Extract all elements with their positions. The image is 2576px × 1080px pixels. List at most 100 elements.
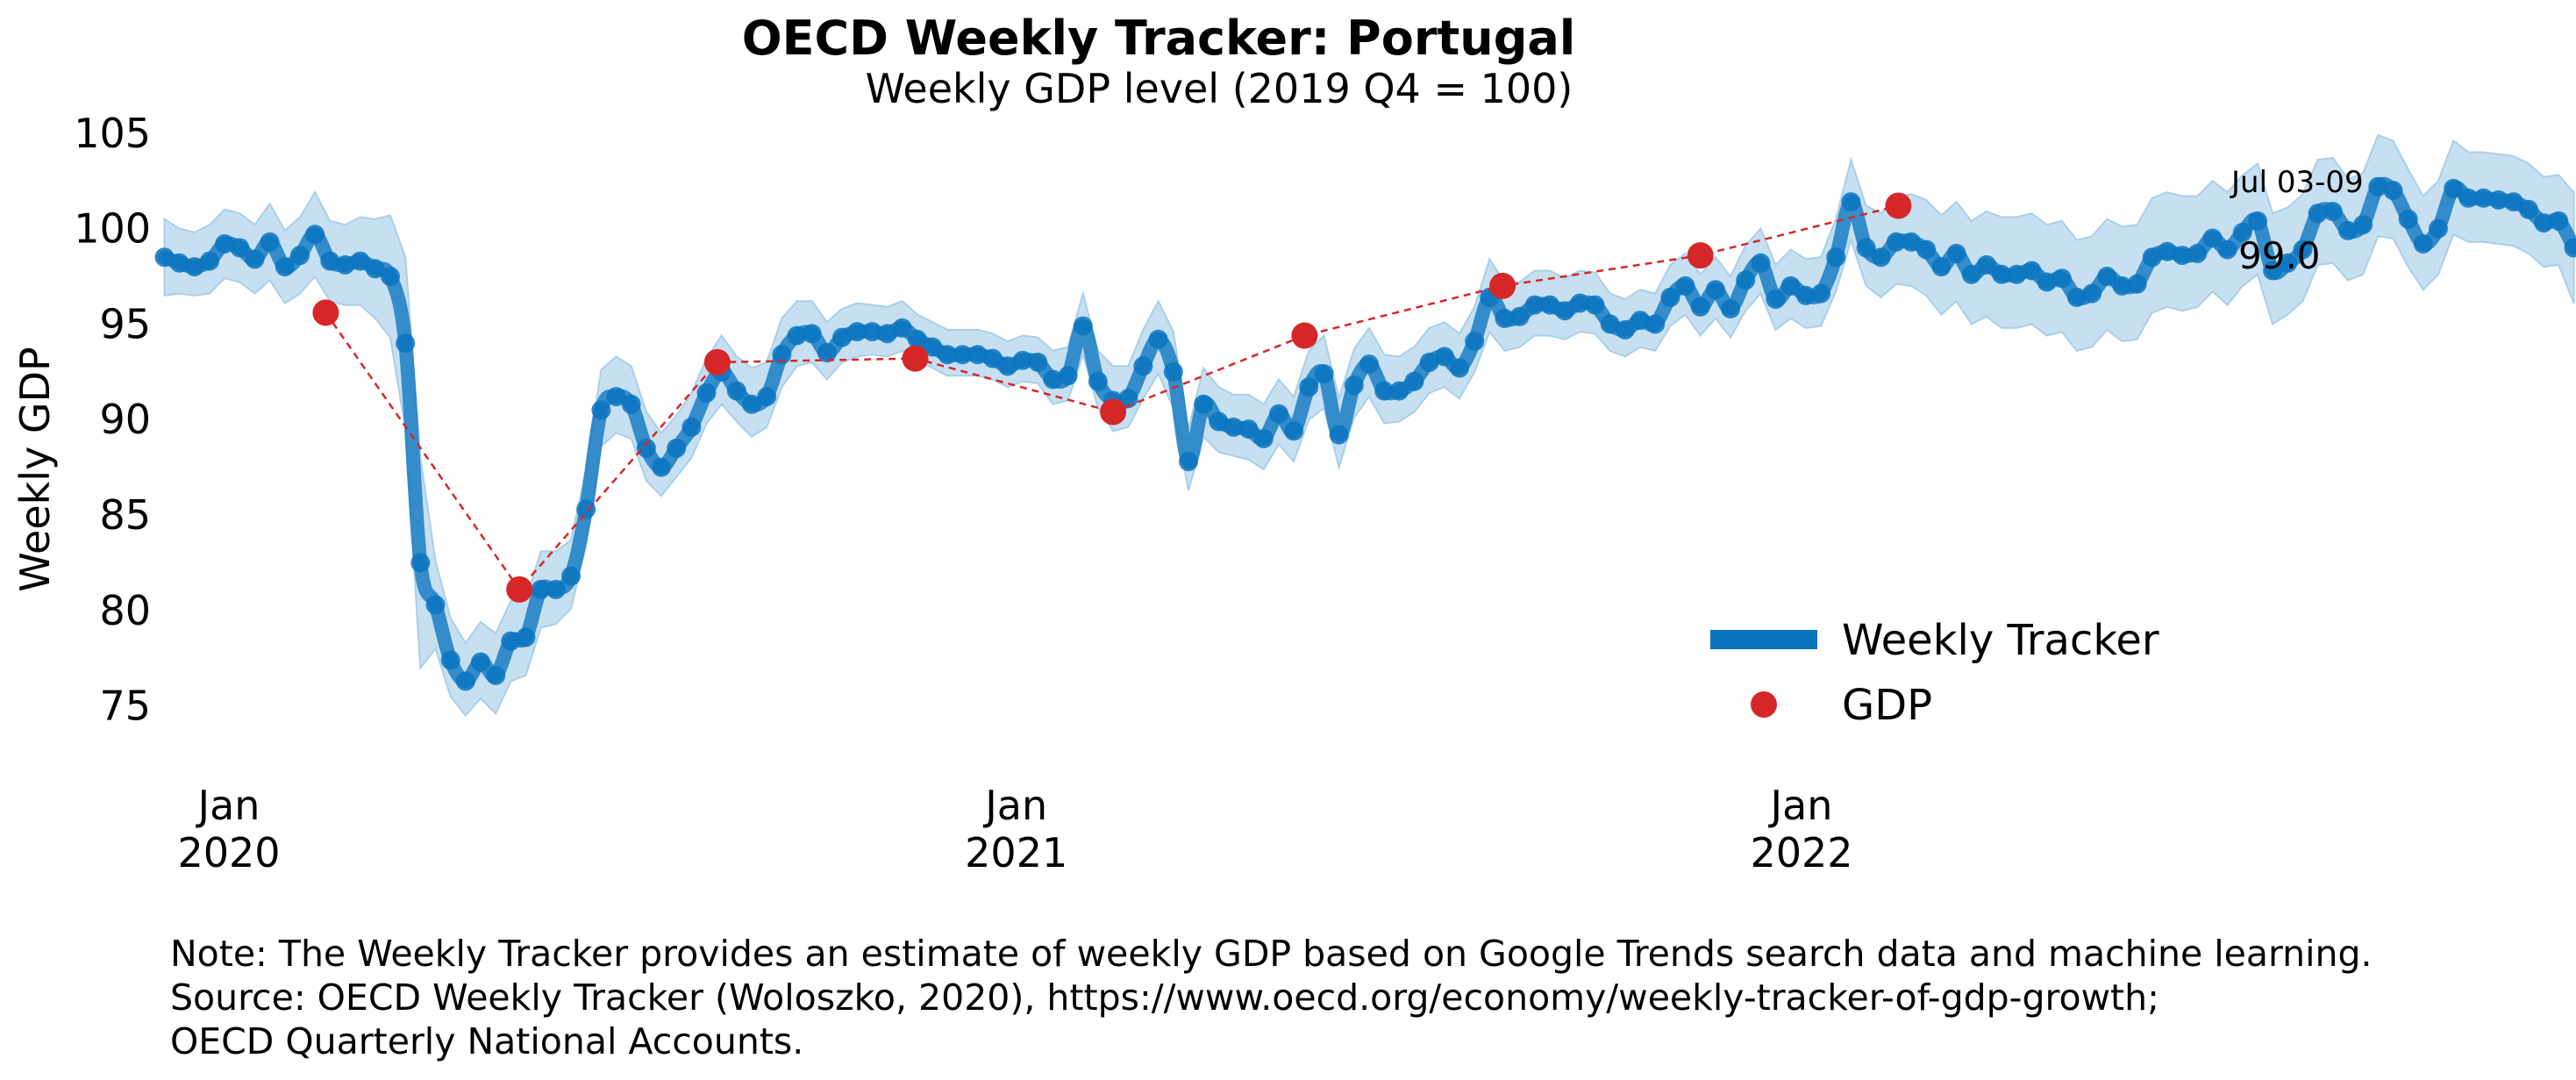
tracker-point [335,254,355,275]
tracker-point [1675,275,1695,296]
tracker-point [1886,232,1906,252]
legend-gdp-label: GDP [1842,681,1932,730]
tracker-point [2066,287,2087,307]
tracker-point [1721,299,1740,318]
tracker-point [1148,329,1168,349]
tracker-point [1856,238,1876,258]
tracker-point [2263,261,2283,281]
tracker-point [696,383,717,403]
gdp-point [1687,242,1714,269]
tracker-point [546,579,566,599]
tracker-point [260,232,280,252]
tracker-point [1570,293,1590,313]
y-tick-label: 75 [99,683,151,730]
y-tick-label: 95 [99,300,151,347]
tracker-point [1419,352,1439,372]
tracker-point [531,579,551,599]
tracker-point [1179,452,1198,472]
tracker-point [200,251,219,271]
tracker-point [230,238,250,258]
note-line-2: Source: OECD Weekly Tracker (Woloszko, 2… [170,976,2159,1019]
y-tick-label: 100 [74,205,151,253]
tracker-point [802,324,822,344]
tracker-point [742,394,761,414]
tracker-point [1344,375,1364,396]
tracker-point [561,566,581,586]
tracker-point [2473,188,2494,208]
weekly-tracker-series [154,176,2576,691]
tracker-point [1961,264,1981,284]
tracker-point [305,225,325,245]
tracker-point [381,267,400,286]
tracker-point [832,327,853,347]
tracker-point [471,652,490,672]
tracker-point [1118,389,1138,409]
tracker-point [365,259,385,279]
tracker-point [1238,419,1259,440]
tracker-point [2112,275,2132,296]
tracker-point [350,251,370,271]
tracker-point [1043,369,1063,390]
tracker-point [667,438,687,458]
tracker-point [1374,381,1395,401]
tracker-point [2248,211,2267,231]
tracker-point [2173,246,2193,266]
tracker-point [938,345,958,365]
tracker-point [1631,311,1650,331]
tracker-point [2142,247,2162,268]
x-tick-month: Jan [1768,782,1833,829]
tracker-point [410,553,431,573]
chart-subtitle: Weekly GDP level (2019 Q4 = 100) [866,65,1573,112]
tracker-point [1660,287,1680,307]
gdp-point [312,299,339,326]
gdp-point [1885,192,1912,219]
tracker-point [1795,285,1816,305]
tracker-point [2037,272,2057,292]
note-line-1: Note: The Weekly Tracker provides an est… [170,933,2373,975]
tracker-point [501,631,521,651]
gdp-series [312,192,1912,603]
tracker-point [2564,238,2576,258]
tracker-point [2338,220,2358,240]
tracker-point [1450,358,1469,378]
tracker-point [1404,371,1424,391]
tracker-point [967,345,988,365]
y-tick-label: 90 [99,396,151,443]
tracker-point [1585,295,1605,315]
tracker-point [1615,319,1635,340]
tracker-point [2429,218,2448,239]
tracker-point [2383,181,2403,201]
tracker-point [2278,253,2298,273]
gdp-point [902,345,929,372]
y-axis-label: Weekly GDP [11,347,59,591]
tracker-point [923,337,943,357]
x-tick-year: 2022 [1750,829,1852,876]
tracker-point [953,345,973,365]
x-tick-month: Jan [982,782,1047,829]
tracker-point [1751,253,1771,273]
tracker-point [1690,297,1710,317]
tracker-point [2007,264,2027,284]
tracker-point [425,595,446,615]
tracker-point [1946,243,1966,263]
tracker-point [516,627,536,647]
tracker-point [1766,290,1786,310]
legend-tracker-label: Weekly Tracker [1842,616,2159,665]
tracker-point [1916,240,1937,260]
tracker-point [2368,176,2388,197]
tracker-point [2187,243,2208,263]
tracker-point [1299,377,1319,397]
tracker-point [1133,356,1153,376]
tracker-point [2157,241,2177,261]
gdp-point [1489,272,1516,299]
note-line-3: OECD Quarterly National Accounts. [170,1020,804,1062]
tracker-point [320,251,340,271]
tracker-point [2202,228,2223,248]
tracker-point [169,253,189,273]
chart-title: OECD Weekly Tracker: Portugal [742,11,1576,66]
tracker-point [1013,350,1033,370]
tracker-point [1826,247,1846,268]
tracker-point [681,417,702,437]
x-tick-month: Jan [196,782,260,829]
